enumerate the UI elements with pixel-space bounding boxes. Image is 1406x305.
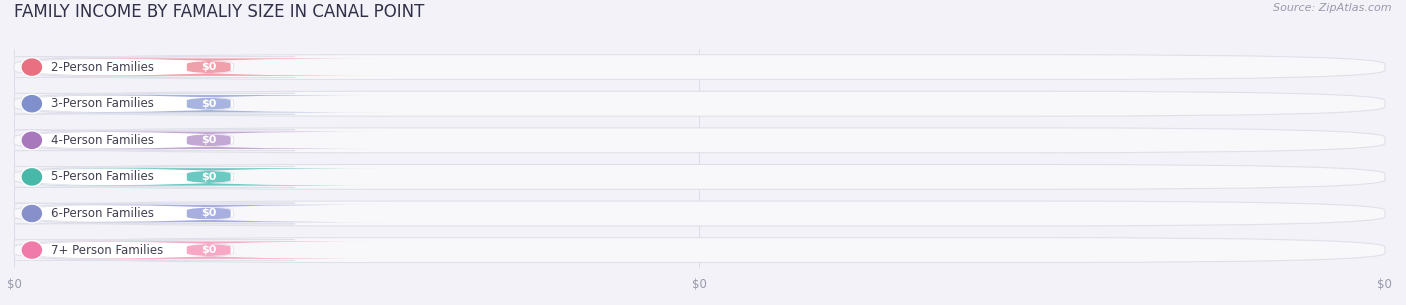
FancyBboxPatch shape — [0, 167, 295, 187]
FancyBboxPatch shape — [0, 203, 295, 224]
FancyBboxPatch shape — [25, 168, 392, 186]
Text: $0: $0 — [201, 135, 217, 145]
FancyBboxPatch shape — [14, 164, 1385, 189]
Text: $0: $0 — [201, 62, 217, 72]
Text: $0: $0 — [201, 172, 217, 182]
Text: Source: ZipAtlas.com: Source: ZipAtlas.com — [1274, 3, 1392, 13]
Text: $0: $0 — [201, 209, 217, 218]
Text: FAMILY INCOME BY FAMALIY SIZE IN CANAL POINT: FAMILY INCOME BY FAMALIY SIZE IN CANAL P… — [14, 3, 425, 21]
FancyBboxPatch shape — [14, 201, 1385, 226]
FancyBboxPatch shape — [0, 240, 295, 260]
FancyBboxPatch shape — [25, 241, 392, 259]
Ellipse shape — [21, 167, 42, 186]
FancyBboxPatch shape — [25, 95, 392, 113]
Text: 7+ Person Families: 7+ Person Families — [51, 244, 163, 257]
FancyBboxPatch shape — [25, 205, 392, 222]
FancyBboxPatch shape — [14, 55, 1385, 80]
Ellipse shape — [21, 241, 42, 260]
Text: 5-Person Families: 5-Person Families — [51, 170, 153, 183]
Text: 4-Person Families: 4-Person Families — [51, 134, 155, 147]
FancyBboxPatch shape — [0, 57, 295, 77]
Ellipse shape — [21, 58, 42, 77]
FancyBboxPatch shape — [0, 130, 295, 151]
Ellipse shape — [21, 204, 42, 223]
FancyBboxPatch shape — [25, 58, 392, 76]
Ellipse shape — [21, 131, 42, 150]
Text: 3-Person Families: 3-Person Families — [51, 97, 153, 110]
Text: 6-Person Families: 6-Person Families — [51, 207, 155, 220]
Ellipse shape — [21, 94, 42, 113]
FancyBboxPatch shape — [14, 238, 1385, 263]
FancyBboxPatch shape — [14, 128, 1385, 153]
FancyBboxPatch shape — [0, 93, 295, 114]
Text: $0: $0 — [201, 245, 217, 255]
FancyBboxPatch shape — [25, 131, 392, 149]
Text: 2-Person Families: 2-Person Families — [51, 61, 155, 74]
FancyBboxPatch shape — [14, 91, 1385, 116]
Text: $0: $0 — [201, 99, 217, 109]
